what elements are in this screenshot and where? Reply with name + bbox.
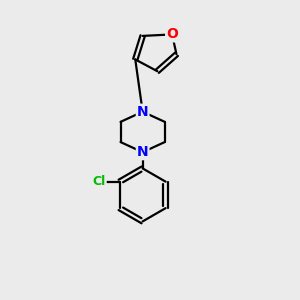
- Text: Cl: Cl: [92, 175, 106, 188]
- Text: N: N: [137, 105, 148, 119]
- Text: N: N: [137, 145, 148, 159]
- Text: O: O: [166, 27, 178, 41]
